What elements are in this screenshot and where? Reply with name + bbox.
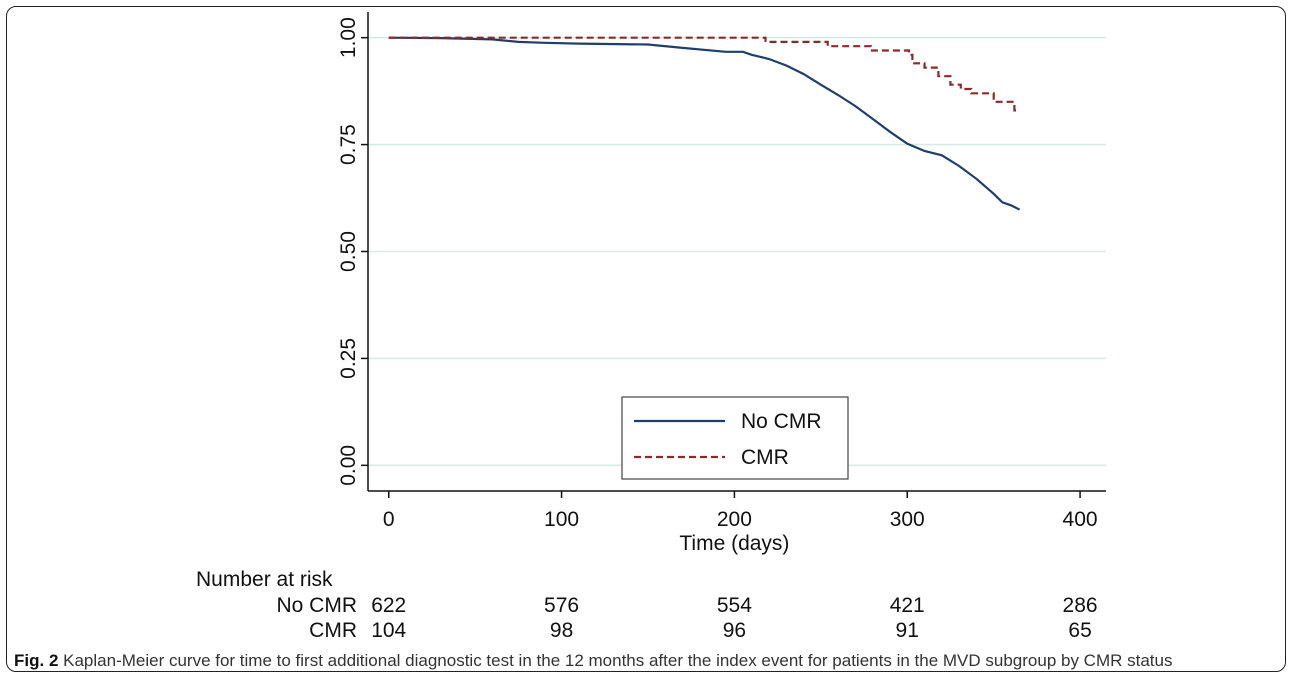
risk-count: 91 (896, 619, 919, 642)
x-tick-label: 400 (1063, 508, 1098, 531)
risk-count: 98 (550, 619, 573, 642)
y-tick-label: 1.00 (337, 17, 360, 58)
figure-caption: Fig. 2 Kaplan-Meier curve for time to fi… (14, 651, 1284, 671)
caption-text: Kaplan-Meier curve for time to first add… (58, 651, 1172, 670)
legend: No CMR CMR (622, 397, 848, 479)
legend-label: CMR (741, 446, 789, 469)
x-tick-label: 0 (383, 508, 395, 531)
x-axis-title: Time (days) (679, 532, 789, 555)
x-tick-label: 300 (890, 508, 925, 531)
series-line-cmr (389, 38, 1018, 111)
y-tick-label: 0.25 (337, 338, 360, 379)
caption-label: Fig. 2 (14, 651, 58, 670)
risk-count: 622 (371, 594, 406, 617)
legend-label: No CMR (741, 410, 822, 433)
risk-table-title: Number at risk (196, 568, 333, 591)
y-tick-label: 0.50 (337, 231, 360, 272)
risk-count: 576 (544, 594, 579, 617)
risk-row-label: No CMR (276, 594, 357, 617)
y-tick-label: 0.75 (337, 124, 360, 165)
risk-count: 104 (371, 619, 406, 642)
y-tick-label: 0.00 (337, 445, 360, 486)
x-tick-label: 100 (544, 508, 579, 531)
kaplan-meier-chart: 0.00 0.25 0.50 0.75 1.00 0 100 200 300 400 Time (d… (0, 0, 1295, 650)
risk-row-label: CMR (309, 619, 357, 642)
risk-count: 96 (723, 619, 746, 642)
risk-count: 554 (717, 594, 752, 617)
risk-count: 286 (1063, 594, 1098, 617)
risk-count: 421 (890, 594, 925, 617)
risk-count: 65 (1068, 619, 1091, 642)
x-tick-label: 200 (717, 508, 752, 531)
